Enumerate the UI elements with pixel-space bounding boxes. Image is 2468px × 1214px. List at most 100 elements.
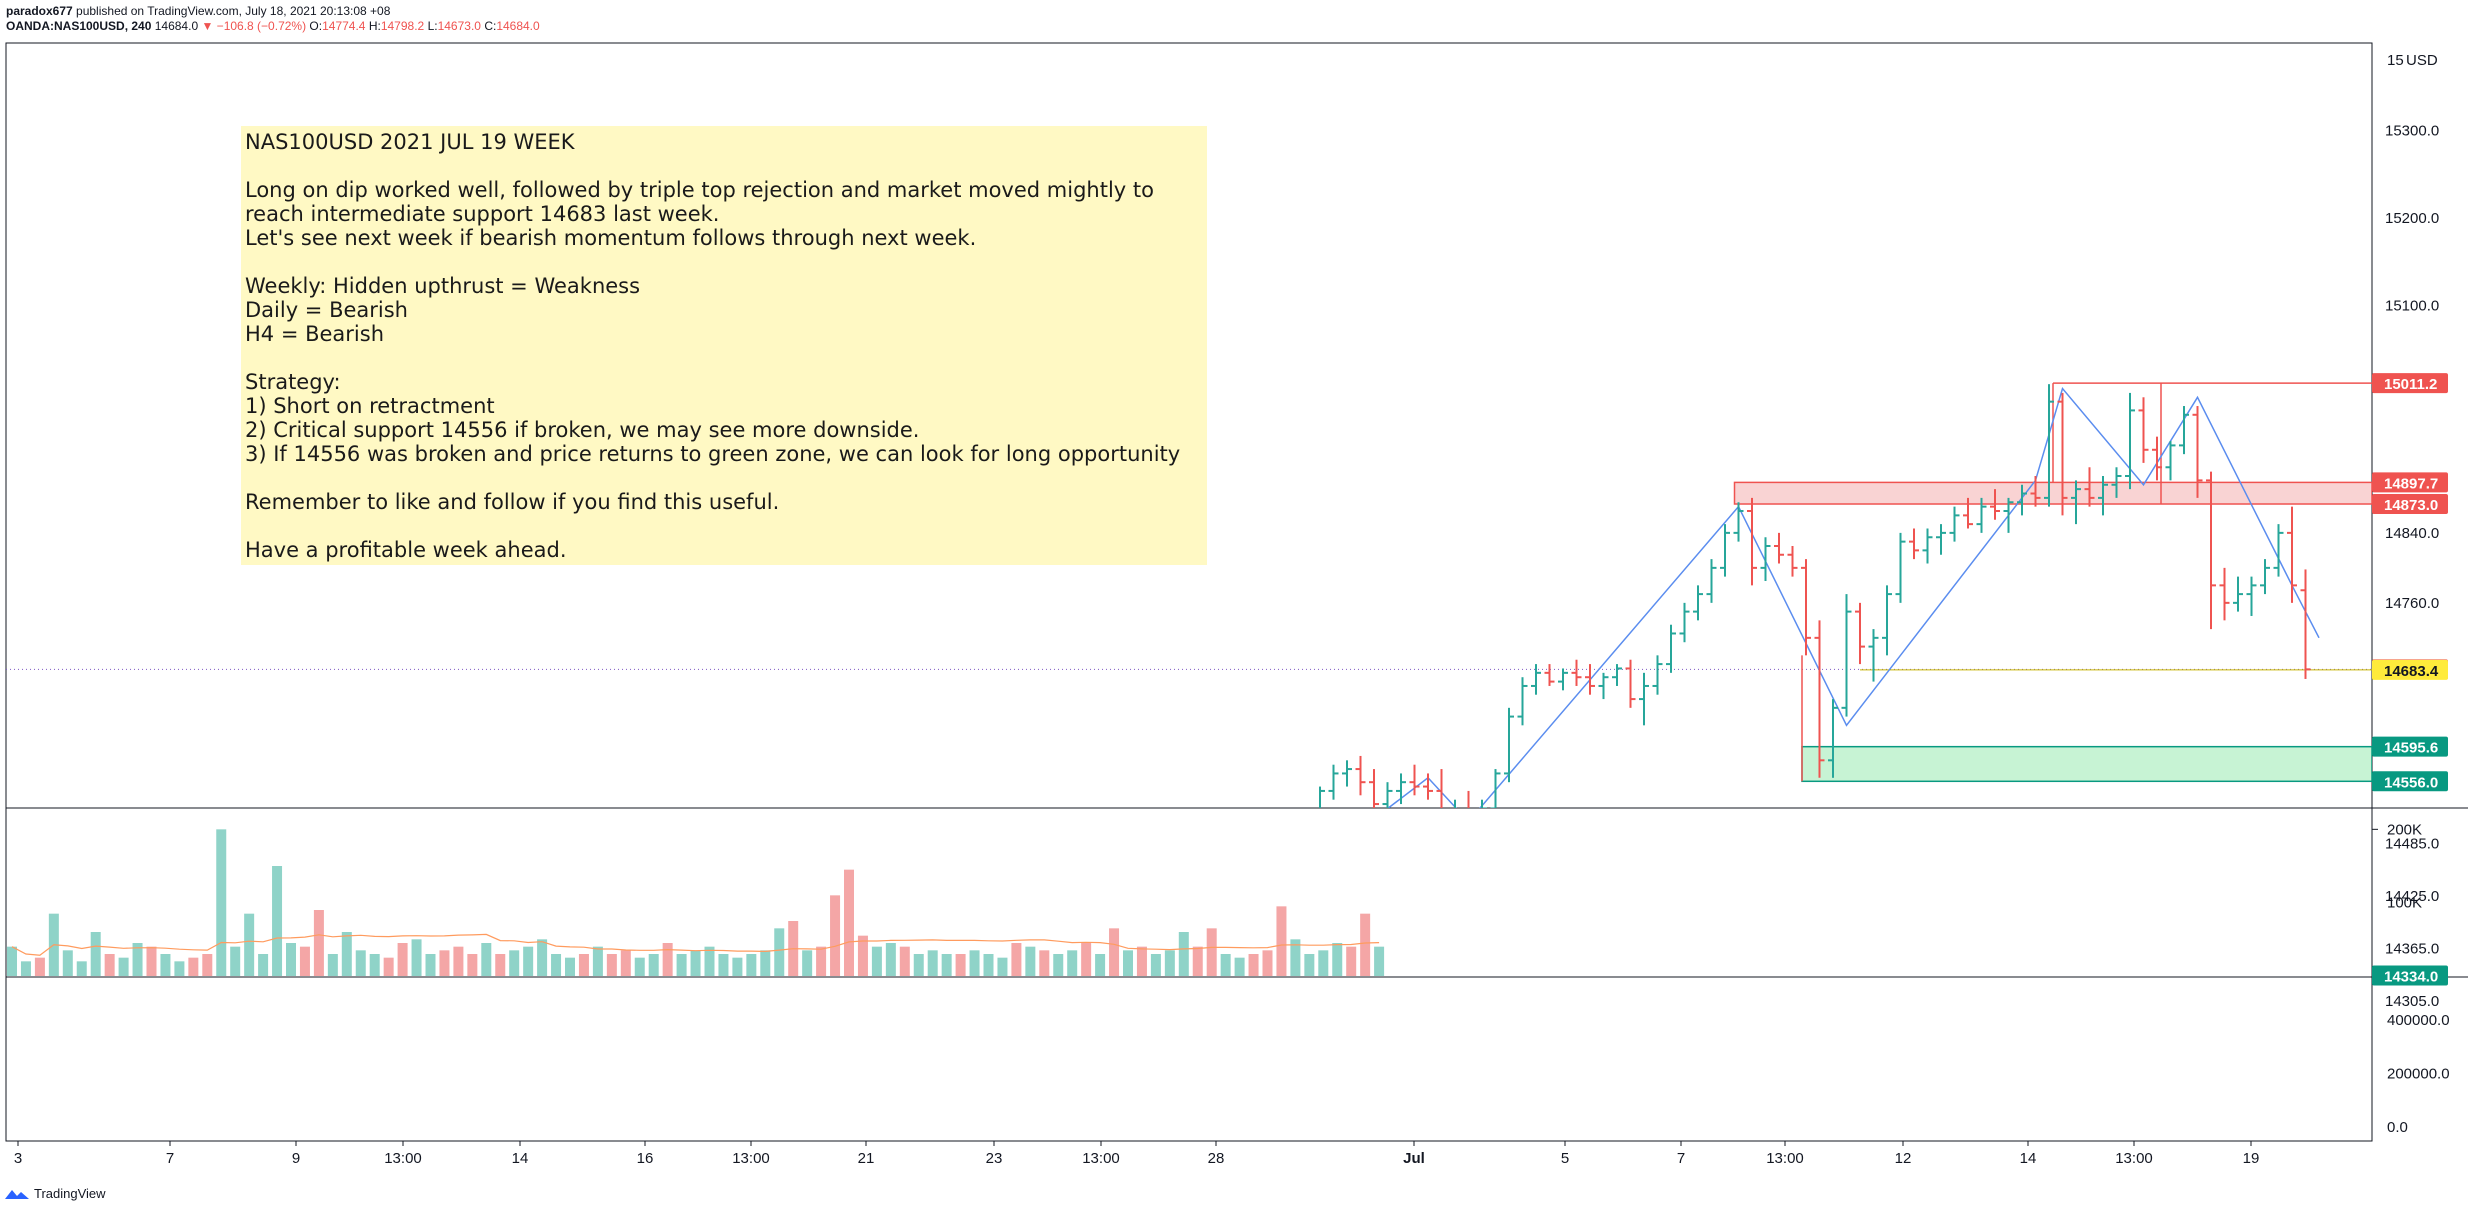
volume-bar (1150, 954, 1161, 976)
ohlc-bar (1436, 769, 1443, 808)
volume-bar (425, 954, 436, 976)
price-level-badge: 14556.0 (2372, 771, 2448, 792)
ohlc-bar (1679, 602, 1690, 643)
price-zone (1801, 745, 2372, 783)
time-tick-label: 23 (986, 1150, 1003, 1167)
price-tick-label: 15200.0 (2385, 210, 2439, 227)
volume-bar (1248, 954, 1259, 976)
volume-bar (1360, 913, 1371, 976)
symbol-label[interactable]: OANDA:NAS100USD, 240 (6, 19, 152, 33)
chart-header: paradox677 published on TradingView.com,… (6, 4, 540, 34)
ohlc-bar (1733, 502, 1744, 542)
volume-bar (1332, 943, 1343, 976)
volume-bar (7, 946, 17, 976)
volume-bar (997, 957, 1008, 976)
ohlc-bar (1396, 773, 1406, 805)
volume-bar (690, 950, 701, 976)
volume-bar (411, 939, 422, 976)
volume-bar (146, 946, 157, 976)
volume-bar (1164, 950, 1175, 976)
volume-bar (230, 946, 241, 976)
indicator-tick-label: 0.0 (2387, 1119, 2408, 1136)
volume-bar (20, 961, 31, 976)
badge-bg (2372, 494, 2448, 515)
volume-bar (704, 946, 715, 976)
ohlc-bar (1113, 900, 1123, 931)
price-tick-label: 14305.0 (2385, 993, 2439, 1010)
price-level-badge: 14683.4 (2372, 659, 2448, 680)
indicator-tick-label: 200000.0 (2387, 1066, 2450, 1083)
volume-bar (355, 950, 366, 976)
volume-bar (1109, 928, 1120, 976)
time-tick-label: 5 (1561, 1150, 1569, 1167)
volume-bar (1039, 950, 1050, 976)
volume-bar (1318, 950, 1329, 976)
volume-tick-label: 200K (2387, 821, 2422, 838)
ohlc-bar (1319, 786, 1325, 808)
volume-bar (1053, 954, 1064, 976)
volume-bar (160, 954, 171, 976)
time-tick-label: 28 (1208, 1150, 1225, 1167)
volume-bar (802, 950, 813, 976)
footer-brand[interactable]: TradingView (4, 1186, 106, 1201)
annotation-note[interactable]: NAS100USD 2021 JUL 19 WEEK Long on dip w… (241, 126, 1207, 565)
price-tick-label: 14485.0 (2385, 835, 2439, 852)
ohlc-bar (2273, 524, 2284, 577)
volume-bar (327, 954, 338, 976)
ohlc-bar (1261, 813, 1271, 857)
ohlc-bar (2246, 576, 2257, 616)
volume-bar (341, 932, 352, 976)
ohlc-bar (1801, 559, 1811, 656)
badge-label: 14873.0 (2384, 497, 2438, 514)
ohlc-bar (1571, 659, 1582, 686)
ohlc-bar (1936, 524, 1946, 555)
badge-label: 15011.2 (2384, 376, 2437, 393)
volume-bar (913, 954, 924, 976)
volume-bar (467, 954, 478, 976)
ohlc-bar (1126, 896, 1136, 922)
author-name[interactable]: paradox677 (6, 4, 73, 18)
volume-bar (899, 946, 910, 976)
price-tick-label: 15100.0 (2385, 297, 2439, 314)
tradingview-logo-icon (5, 1189, 29, 1199)
ohlc-bar (991, 979, 1001, 1005)
ohlc-bar (2071, 480, 2081, 525)
ohlc-bar (1167, 887, 1177, 935)
time-tick-label: 13:00 (384, 1150, 422, 1167)
ohlc-bar (1153, 883, 1163, 914)
price-level-badge: 14873.0 (2372, 494, 2448, 515)
volume-bar (1136, 946, 1147, 976)
ohlc-bar (2260, 559, 2270, 595)
ohlc-bar (1504, 707, 1514, 783)
time-tick-label: 12 (1895, 1150, 1912, 1167)
volume-bar (816, 946, 827, 976)
ohlc-bar (1841, 594, 1852, 717)
ohlc-bar (1774, 532, 1784, 564)
indicator-tick-label: 400000.0 (2387, 1012, 2450, 1029)
volume-bar (258, 954, 269, 976)
time-tick-label: 3 (14, 1150, 22, 1167)
ohlc-bar (1828, 699, 1838, 778)
high-label: H: (368, 19, 381, 33)
volume-bar (857, 935, 868, 976)
ohlc-bar (1949, 506, 1960, 542)
volume-bar (481, 943, 492, 976)
volume-bar (104, 954, 115, 976)
price-zone (1733, 481, 2372, 505)
volume-tick-label: 100K (2387, 895, 2422, 912)
volume-bar (453, 946, 464, 976)
ohlc-bar (1882, 585, 1892, 656)
ohlc-bar (1302, 822, 1312, 853)
volume-bar (439, 950, 450, 976)
close-label: C: (484, 19, 497, 33)
volume-bar (955, 954, 966, 976)
volume-bar (565, 957, 575, 976)
volume-bar (90, 932, 101, 976)
volume-bar (983, 954, 994, 976)
volume-bar (1011, 943, 1022, 976)
badge-bg (2372, 965, 2448, 986)
ohlc-bar (1369, 769, 1379, 808)
volume-bar (299, 946, 310, 976)
volume-bar (1192, 946, 1203, 976)
